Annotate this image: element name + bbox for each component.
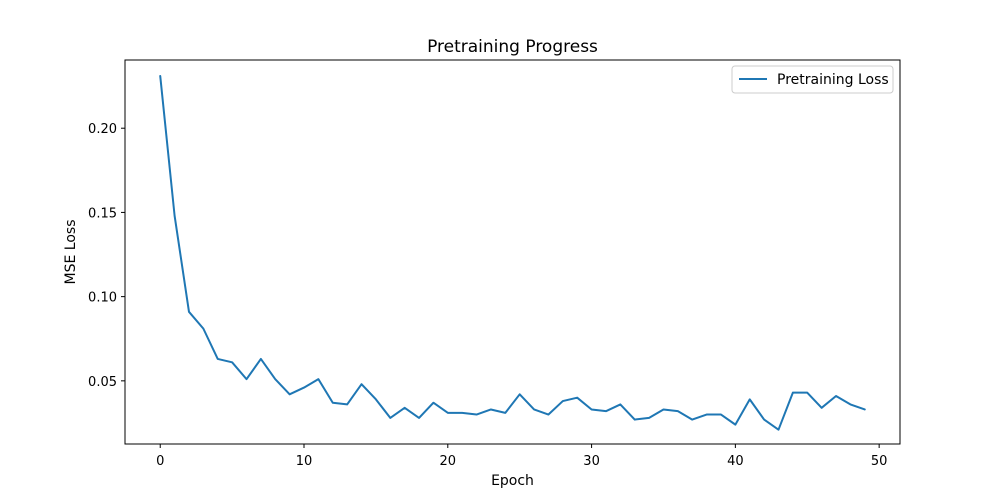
series-line-pretraining-loss: [159, 75, 866, 431]
y-tick-label: 0.15: [88, 206, 117, 221]
x-axis-ticks: 0 10 20 30 40 50: [156, 444, 887, 469]
axes-frame: [124, 59, 901, 445]
y-axis-label: MSE Loss: [63, 220, 79, 285]
x-tick-label: 30: [583, 454, 600, 469]
legend-box: [731, 65, 894, 94]
x-tick-label: 50: [871, 454, 888, 469]
chart-title: Pretraining Progress: [427, 37, 598, 57]
y-tick-label: 0.10: [88, 291, 117, 306]
y-axis-ticks: 0.05 0.10 0.15 0.20: [88, 122, 125, 390]
x-tick-label: 10: [296, 454, 313, 469]
x-tick-label: 40: [727, 454, 744, 469]
y-tick-label: 0.20: [88, 122, 117, 137]
x-tick-label: 20: [440, 454, 457, 469]
x-axis-label: Epoch: [491, 473, 534, 489]
x-tick-label: 0: [156, 454, 164, 469]
legend-label-pretraining-loss: Pretraining Loss: [777, 72, 889, 88]
y-tick-label: 0.05: [88, 375, 117, 390]
legend: Pretraining Loss: [731, 65, 894, 94]
series-layer: [159, 75, 866, 431]
plot-area: 0 10 20 30 40 50 0.05 0.10 0.15 0.20: [88, 59, 901, 469]
